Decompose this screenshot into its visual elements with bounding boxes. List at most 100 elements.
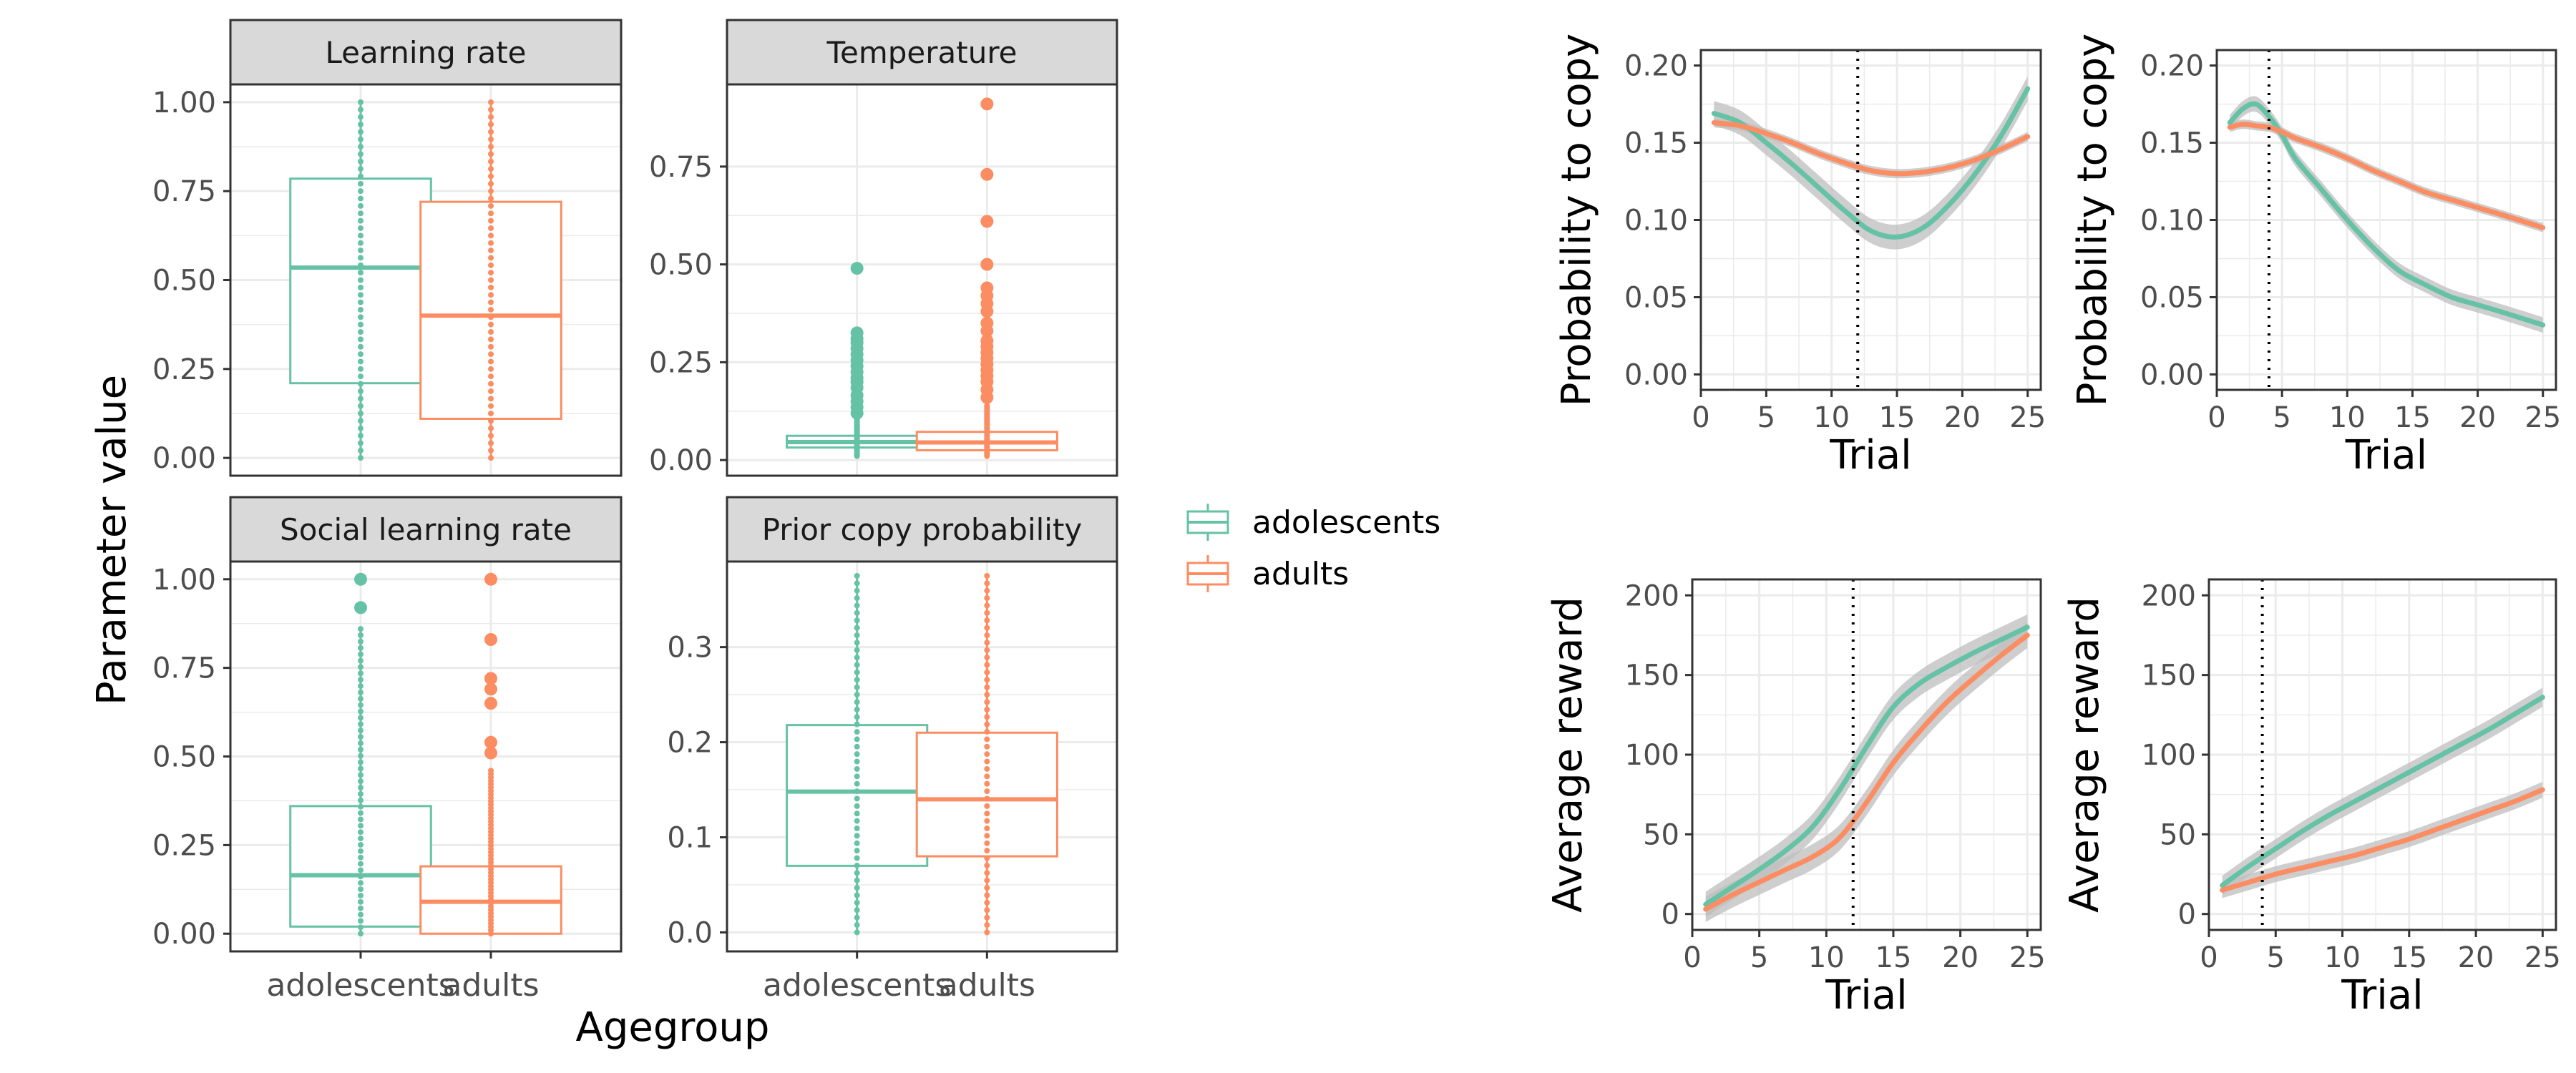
data-point bbox=[984, 765, 990, 772]
data-point bbox=[358, 664, 364, 670]
data-point bbox=[488, 314, 494, 320]
data-point bbox=[984, 773, 990, 780]
data-point bbox=[984, 795, 990, 802]
data-point bbox=[358, 886, 364, 893]
y-tick-label: 100 bbox=[2142, 739, 2196, 772]
data-point bbox=[488, 321, 494, 328]
confidence-band-adults bbox=[1714, 118, 2028, 179]
data-point bbox=[358, 121, 364, 127]
data-point bbox=[358, 931, 364, 937]
data-point bbox=[358, 232, 364, 239]
data-point bbox=[488, 188, 494, 195]
outlier-point bbox=[980, 316, 994, 330]
data-point bbox=[854, 795, 860, 802]
data-point bbox=[358, 632, 364, 639]
left-y-axis-title: Parameter value bbox=[89, 375, 135, 705]
data-point bbox=[358, 299, 364, 305]
data-point bbox=[488, 292, 494, 298]
x-tick-label: 10 bbox=[2324, 941, 2361, 974]
x-tick-label: 20 bbox=[1944, 401, 1981, 434]
data-point bbox=[488, 248, 494, 254]
data-point bbox=[358, 225, 364, 231]
data-point bbox=[488, 284, 494, 290]
y-tick-label: 0.75 bbox=[649, 151, 713, 184]
data-point bbox=[984, 848, 990, 854]
outlier-point bbox=[484, 697, 497, 710]
data-point bbox=[358, 816, 364, 823]
data-point bbox=[984, 587, 990, 594]
x-tick-label: 5 bbox=[1757, 401, 1775, 434]
data-point bbox=[488, 232, 494, 239]
series-line-adolescents bbox=[2227, 101, 2546, 328]
x-tick-label: 15 bbox=[2394, 401, 2431, 434]
data-point bbox=[984, 825, 990, 832]
x-tick-label: 25 bbox=[2524, 941, 2561, 974]
data-point bbox=[984, 609, 990, 616]
data-point bbox=[488, 440, 494, 446]
data-point bbox=[358, 880, 364, 886]
y-tick-label: 0.3 bbox=[667, 632, 713, 665]
data-point bbox=[488, 210, 494, 217]
box-adolescents bbox=[289, 99, 432, 461]
strip-temperature bbox=[726, 19, 1118, 86]
data-point bbox=[854, 892, 860, 898]
y-axis-title: Probability to copy bbox=[2069, 34, 2116, 407]
data-point bbox=[854, 914, 860, 921]
outlier-point bbox=[354, 572, 367, 586]
box-adults bbox=[419, 572, 562, 937]
data-point bbox=[358, 892, 364, 898]
data-point bbox=[358, 188, 364, 195]
data-point bbox=[854, 818, 860, 824]
panel-border bbox=[1699, 49, 2042, 391]
data-point bbox=[358, 715, 364, 721]
data-point bbox=[854, 929, 860, 936]
data-point bbox=[984, 840, 990, 846]
data-point bbox=[854, 692, 860, 698]
y-axis-title: Average reward bbox=[2062, 597, 2108, 913]
data-point bbox=[854, 595, 860, 602]
data-point bbox=[358, 343, 364, 350]
data-point bbox=[358, 433, 364, 439]
confidence-band-adults bbox=[1705, 622, 2028, 922]
data-point bbox=[358, 867, 364, 873]
data-point bbox=[984, 655, 990, 661]
data-point bbox=[854, 655, 860, 661]
series-line-adults bbox=[2227, 122, 2546, 230]
series-line-adolescents bbox=[2220, 695, 2545, 888]
data-point bbox=[854, 721, 860, 727]
legend-label: adults bbox=[1252, 556, 1349, 592]
data-point bbox=[358, 284, 364, 290]
data-point bbox=[488, 240, 494, 246]
outlier-point bbox=[484, 572, 497, 586]
data-point bbox=[358, 645, 364, 651]
confidence-band-adolescents bbox=[1705, 614, 2028, 918]
data-point bbox=[854, 580, 860, 587]
data-point bbox=[358, 790, 364, 797]
data-point bbox=[358, 373, 364, 380]
outlier-point bbox=[980, 215, 994, 228]
panel-prior-copy-probability: Prior copy probability 0.0 0.1 0.2 0.3 adoles… bbox=[667, 496, 1118, 1004]
data-point bbox=[358, 651, 364, 657]
y-tick-label: 0.25 bbox=[649, 346, 713, 379]
data-point bbox=[358, 848, 364, 854]
data-point bbox=[358, 455, 364, 461]
data-point bbox=[358, 366, 364, 372]
data-point bbox=[488, 255, 494, 261]
data-point bbox=[854, 617, 860, 624]
data-point bbox=[358, 270, 364, 276]
data-point bbox=[854, 788, 860, 795]
data-point bbox=[358, 329, 364, 335]
data-point bbox=[984, 640, 990, 646]
x-tick-label: 5 bbox=[2267, 941, 2285, 974]
legend-entry-adults: adults bbox=[1186, 555, 1349, 592]
panel-reward-a: 0 50 100 150 200 0 5 10 15 20 25 Trial Average rewar… bbox=[1545, 578, 2046, 1019]
data-point bbox=[358, 248, 364, 254]
data-point bbox=[854, 669, 860, 675]
data-point bbox=[358, 381, 364, 387]
data-point bbox=[488, 410, 494, 416]
data-point bbox=[358, 905, 364, 911]
data-point bbox=[984, 885, 990, 891]
data-point bbox=[358, 158, 364, 165]
panel-copy-prob-b: 0.00 0.05 0.10 0.15 0.20 0 5 10 15 20 25 Trial Proba… bbox=[2069, 34, 2561, 479]
data-point bbox=[854, 714, 860, 720]
